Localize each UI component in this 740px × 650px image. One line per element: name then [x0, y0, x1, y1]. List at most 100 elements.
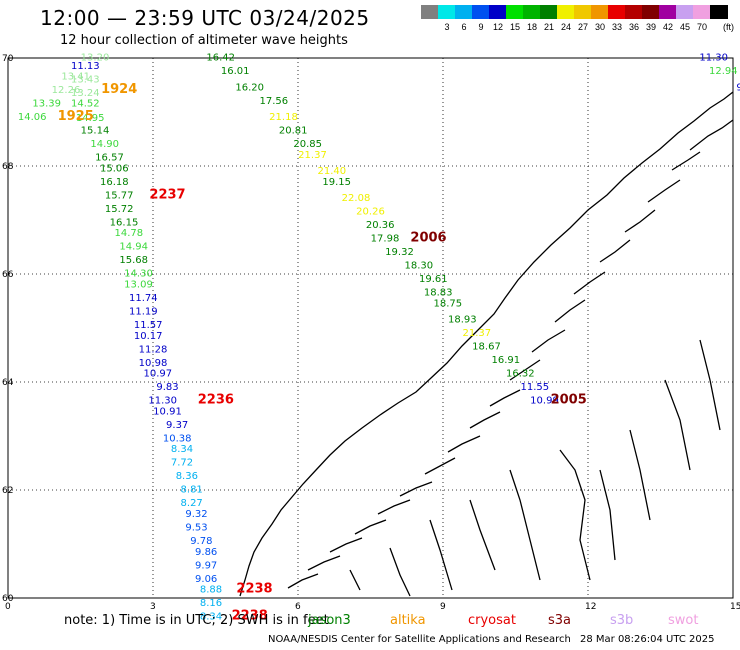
wave-height-value: 15.06 [100, 163, 129, 174]
scale-swatch [421, 5, 439, 19]
wave-height-value: 14.94 [119, 242, 148, 253]
color-scale-unit: (ft) [723, 22, 734, 32]
wave-height-value: 9.97 [195, 560, 217, 571]
scale-swatch [625, 5, 643, 19]
scale-label: 70 [696, 22, 707, 32]
scale-label: 3 [444, 22, 450, 32]
wave-height-value: 18.83 [424, 288, 453, 299]
wave-height-value: 16.42 [206, 53, 235, 64]
pass-time-label: 2238 [232, 609, 268, 624]
scale-label: 45 [679, 22, 690, 32]
scale-swatch [472, 5, 490, 19]
wave-height-value: 21.40 [318, 166, 347, 177]
satellite-swot: swot [668, 613, 699, 628]
page-subtitle: 12 hour collection of altimeter wave hei… [60, 33, 348, 48]
wave-height-value: 16.20 [235, 82, 264, 93]
wave-height-value: 17.98 [371, 234, 400, 245]
wave-height-value: 15.14 [81, 126, 110, 137]
wave-height-value: 11.13 [71, 61, 100, 72]
wave-height-value: 17.56 [260, 96, 289, 107]
satellite-altika: altika [390, 613, 426, 628]
wave-height-value: 14.30 [124, 269, 153, 280]
scale-swatch [574, 5, 592, 19]
lat-tick-label: 70 [2, 54, 14, 64]
scale-swatch [523, 5, 541, 19]
lat-tick-label: 66 [2, 270, 14, 280]
lon-tick-label: 0 [5, 602, 11, 612]
wave-height-value: 9.83 [156, 382, 178, 393]
pass-time-label: 1924 [101, 82, 137, 97]
wave-height-value: 9.86 [195, 547, 217, 558]
scale-swatch [642, 5, 660, 19]
pass-time-label: 2237 [149, 187, 185, 202]
wave-height-value: 8.34 [200, 612, 222, 623]
wave-height-value: 19.15 [322, 177, 351, 188]
wave-height-value: 21.18 [269, 112, 298, 123]
wave-height-value: 12.26 [52, 85, 81, 96]
wave-height-value: 14.78 [115, 228, 144, 239]
satellite-cryosat: cryosat [468, 613, 516, 628]
wave-height-value: 8.36 [176, 471, 198, 482]
scale-label: 42 [662, 22, 673, 32]
wave-height-value: 13.09 [124, 280, 153, 291]
scale-swatch [591, 5, 609, 19]
wave-height-value: 20.85 [293, 139, 322, 150]
footer-note: note: 1) Time is in UTC; 2) SWH is in fe… [64, 613, 329, 628]
lon-tick-label: 6 [295, 602, 301, 612]
scale-swatch [608, 5, 626, 19]
wave-height-value: 10.98 [139, 358, 168, 369]
wave-height-value: 9.53 [185, 523, 207, 534]
scale-swatch [693, 5, 711, 19]
wave-height-value: 10.38 [163, 433, 192, 444]
pass-time-label: 2005 [551, 393, 587, 408]
wave-height-value: 9.37 [166, 420, 188, 431]
wave-height-value: 19.32 [385, 247, 414, 258]
scale-swatch [710, 5, 728, 19]
wave-height-value: 8.34 [171, 444, 193, 455]
wave-height-value: 16.01 [221, 66, 250, 77]
wave-height-value: 10.91 [153, 406, 182, 417]
wave-height-value: 8.88 [200, 585, 222, 596]
wave-height-value: 11.19 [129, 307, 158, 318]
wave-height-value: 19.61 [419, 274, 448, 285]
wave-height-value: 11.30 [699, 53, 728, 64]
wave-height-value: 15.72 [105, 204, 134, 215]
wave-height-value: 11.28 [139, 344, 168, 355]
wave-height-value: 14.95 [76, 113, 105, 124]
wave-height-value: 14.90 [90, 139, 119, 150]
wave-height-value: 14.06 [18, 112, 47, 123]
scale-label: 18 [526, 22, 537, 32]
wave-height-value: 15.77 [105, 190, 134, 201]
wave-height-value: 9.78 [190, 536, 212, 547]
scale-swatch [557, 5, 575, 19]
scale-swatch [455, 5, 473, 19]
lat-tick-label: 60 [2, 594, 14, 604]
wave-height-value: 13.41 [61, 72, 90, 83]
map-frame [7, 57, 734, 599]
wave-height-value: 20.81 [279, 126, 308, 137]
wave-height-value: 13.20 [81, 53, 110, 64]
lat-tick-label: 64 [2, 378, 14, 388]
wave-height-value: 11.57 [134, 320, 163, 331]
wave-height-value: 16.18 [100, 177, 129, 188]
scale-swatch [659, 5, 677, 19]
wave-height-value: 16.57 [95, 153, 124, 164]
wave-height-value: 9.25 [736, 82, 740, 93]
wave-height-value: 21.37 [463, 328, 492, 339]
wave-height-value: 8.16 [200, 598, 222, 609]
wave-height-value: 18.93 [448, 315, 477, 326]
wave-height-value: 8.27 [181, 498, 203, 509]
wave-height-value: 16.15 [110, 217, 139, 228]
wave-height-value: 20.36 [366, 220, 395, 231]
wave-height-value: 11.74 [129, 293, 158, 304]
wave-height-value: 11.55 [521, 382, 550, 393]
scale-swatch [540, 5, 558, 19]
pass-time-label: 1925 [58, 109, 94, 124]
wave-height-value: 16.91 [492, 355, 521, 366]
wave-height-value: 21.37 [298, 150, 327, 161]
scale-swatch [506, 5, 524, 19]
wave-height-value: 10.99 [530, 396, 559, 407]
scale-swatch [676, 5, 694, 19]
wave-height-value: 9.32 [185, 509, 207, 520]
